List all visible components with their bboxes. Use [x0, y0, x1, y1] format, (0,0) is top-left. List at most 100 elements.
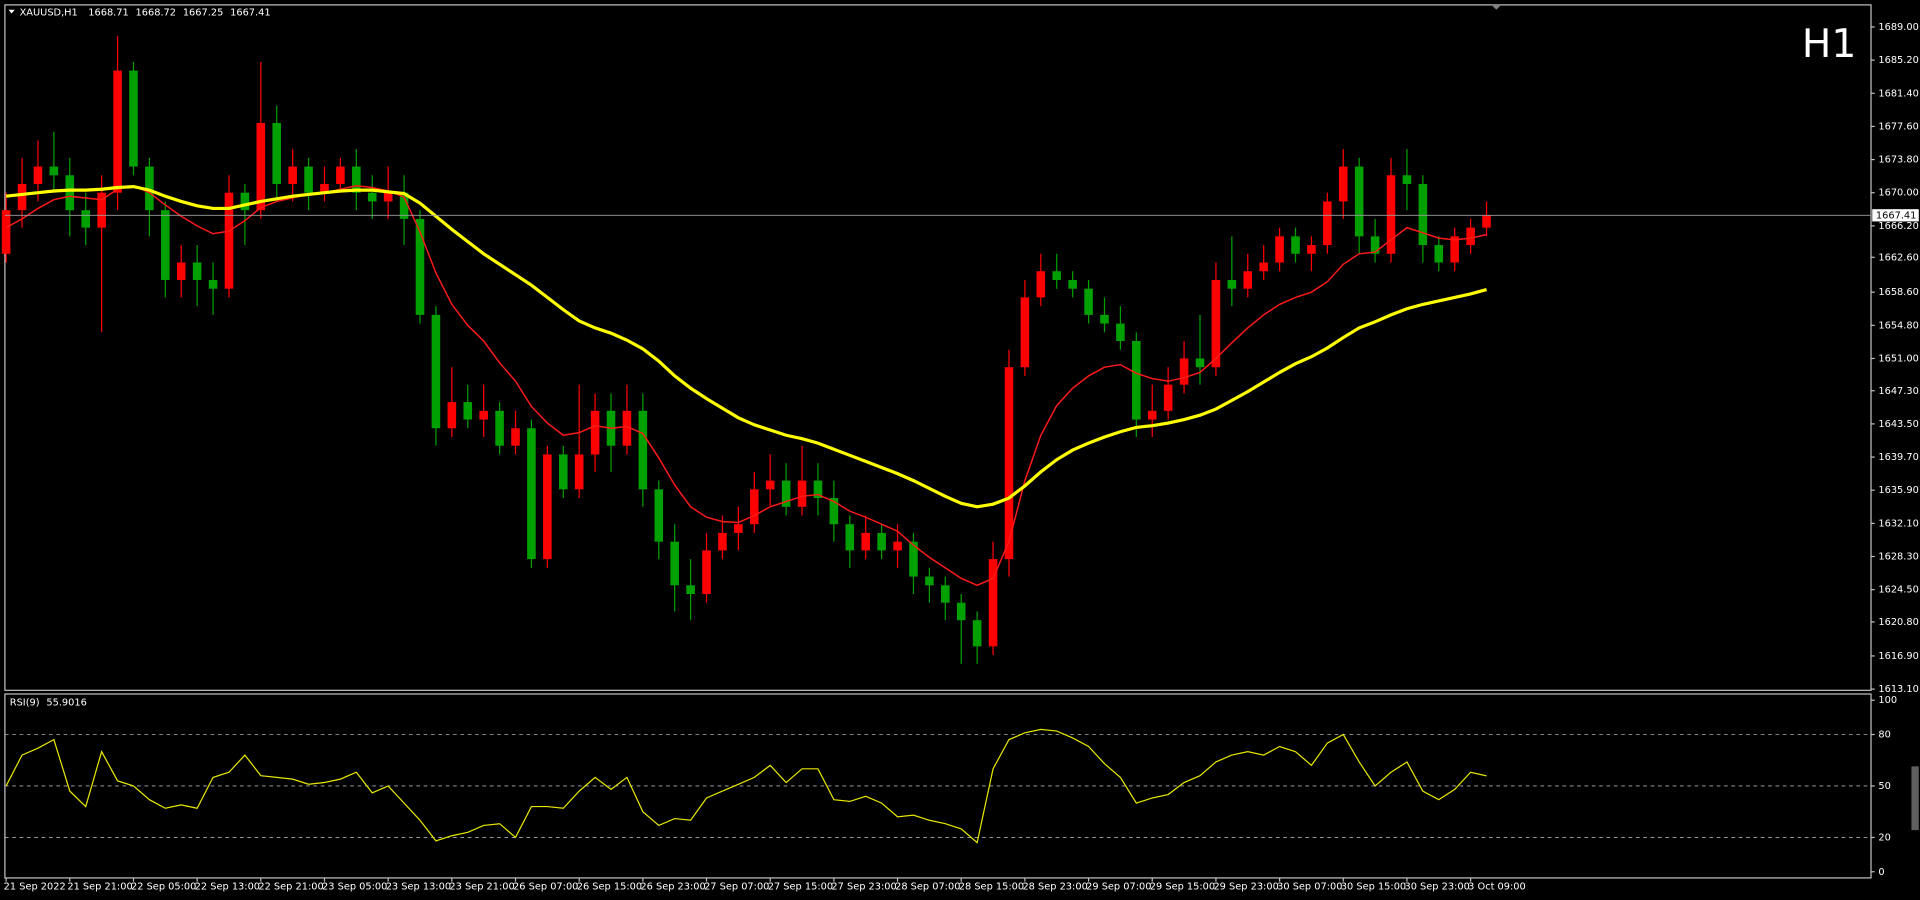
candle-body [352, 166, 361, 193]
y-tick-label: 20 [1878, 832, 1890, 843]
candle-body [925, 576, 934, 586]
x-tick-label: 23 Sep 21:00 [449, 882, 514, 893]
candle-body [1386, 175, 1396, 254]
candle-body [1132, 341, 1141, 420]
plot-layer: 1689.00 1685.20 1681.40 1677.60 1673.80 1670.… [1, 22, 1919, 893]
y-tick-label: 1654.80 [1878, 320, 1918, 331]
candle-body [511, 428, 520, 446]
y-tick-label: 1689.00 [1878, 22, 1918, 33]
candle-body [702, 550, 711, 595]
candle-body [829, 498, 839, 525]
rsi-last-value: 55.9016 [46, 698, 86, 709]
candle-body [1211, 279, 1221, 368]
candle-body [399, 192, 409, 219]
y-tick-label: 1666.20 [1878, 221, 1918, 232]
candle-body [1100, 314, 1109, 324]
y-tick-label: 0 [1878, 867, 1884, 878]
symbol-header: XAUUSD,H1 1668.71 1668.72 1667.25 1667.4… [20, 7, 271, 18]
candle-body [272, 122, 282, 185]
x-tick-label: 26 Sep 07:00 [513, 882, 578, 893]
candle-body [1450, 236, 1459, 263]
candle-body [1418, 184, 1428, 246]
candle-body [1243, 271, 1253, 289]
y-tick-label: 80 [1878, 729, 1890, 740]
rsi-line [5, 728, 1487, 844]
x-tick-label: 21 Sep 21:00 [67, 882, 132, 893]
candle-body [1402, 175, 1412, 185]
candle-body [654, 489, 664, 542]
y-tick-label: 1613.10 [1878, 684, 1918, 695]
header-low: 1667.25 [183, 7, 223, 18]
candle-body [734, 524, 743, 533]
candle-body [336, 166, 345, 185]
y-tick-label: 1681.40 [1878, 88, 1918, 99]
x-tick-label: 27 Sep 07:00 [704, 882, 769, 893]
x-tick-label: 22 Sep 05:00 [131, 882, 196, 893]
y-tick-label: 1635.90 [1878, 485, 1918, 496]
candle-body [670, 541, 679, 586]
x-tick-label: 3 Oct 09:00 [1468, 882, 1526, 893]
candle-body [781, 480, 791, 507]
candle-body [1036, 271, 1046, 298]
y-tick-label: 1620.80 [1878, 617, 1918, 628]
y-tick-label: 1647.30 [1878, 386, 1918, 397]
x-tick-label: 28 Sep 15:00 [959, 882, 1024, 893]
candle-body [1227, 279, 1237, 289]
header-high: 1668.72 [136, 7, 176, 18]
y-tick-label: 1685.20 [1878, 55, 1918, 66]
candle-body [622, 410, 632, 446]
x-tick-label: 30 Sep 07:00 [1277, 882, 1342, 893]
current-price-box [1872, 209, 1919, 222]
candle-body [765, 480, 775, 490]
menu-arrow[interactable] [8, 9, 15, 14]
candle-body [877, 532, 886, 551]
y-tick-label: 1628.30 [1878, 552, 1918, 563]
y-tick-label: 1677.60 [1878, 121, 1918, 132]
candle-body [447, 402, 457, 429]
moving-average [5, 185, 1487, 509]
x-tick-label: 28 Sep 07:00 [895, 882, 960, 893]
candle-body [161, 210, 170, 280]
candle-body [304, 166, 313, 193]
candle-body [1020, 297, 1030, 368]
y-tick-label: 1624.50 [1878, 585, 1918, 596]
candle-body [479, 410, 488, 420]
candle-body [543, 454, 552, 560]
candle-body [463, 402, 473, 420]
candle-body [81, 210, 90, 228]
candle-body [1275, 236, 1284, 263]
candle-body [97, 192, 106, 228]
x-tick-label: 21 Sep 2022 [4, 882, 66, 893]
x-tick-label: 26 Sep 15:00 [577, 882, 642, 893]
candle-body [17, 184, 27, 211]
candle-body [256, 122, 266, 211]
x-tick-label: 26 Sep 23:00 [640, 882, 705, 893]
candle-body [1466, 227, 1475, 246]
rsi-header: RSI(9) 55.9016 [10, 698, 87, 709]
x-tick-label: 30 Sep 15:00 [1341, 882, 1406, 893]
candle-body [1179, 358, 1189, 385]
candle-body [33, 166, 43, 185]
candle-body [1259, 262, 1268, 272]
x-tick-label: 30 Sep 23:00 [1404, 882, 1469, 893]
candle-body [686, 585, 695, 595]
candle-body [941, 585, 950, 603]
candle-body [1370, 236, 1380, 254]
candle-body [956, 602, 966, 621]
scrollbar[interactable] [1911, 766, 1919, 831]
candle-body [972, 620, 982, 647]
x-tick-label: 22 Sep 21:00 [258, 882, 323, 893]
rsi-title: RSI(9) [10, 698, 40, 709]
y-tick-label: 1670.00 [1878, 188, 1918, 199]
candle-body [65, 175, 75, 211]
candle-body [861, 532, 870, 551]
current-price-label: 1667.41 [1876, 210, 1916, 221]
shift-marker[interactable] [1491, 4, 1502, 10]
candle-body [638, 410, 648, 490]
x-tick-label: 27 Sep 15:00 [768, 882, 833, 893]
x-tick-label: 27 Sep 23:00 [831, 882, 896, 893]
x-tick-label: 22 Sep 13:00 [195, 882, 260, 893]
candle-body [1, 210, 11, 254]
candle-body [1195, 358, 1205, 368]
